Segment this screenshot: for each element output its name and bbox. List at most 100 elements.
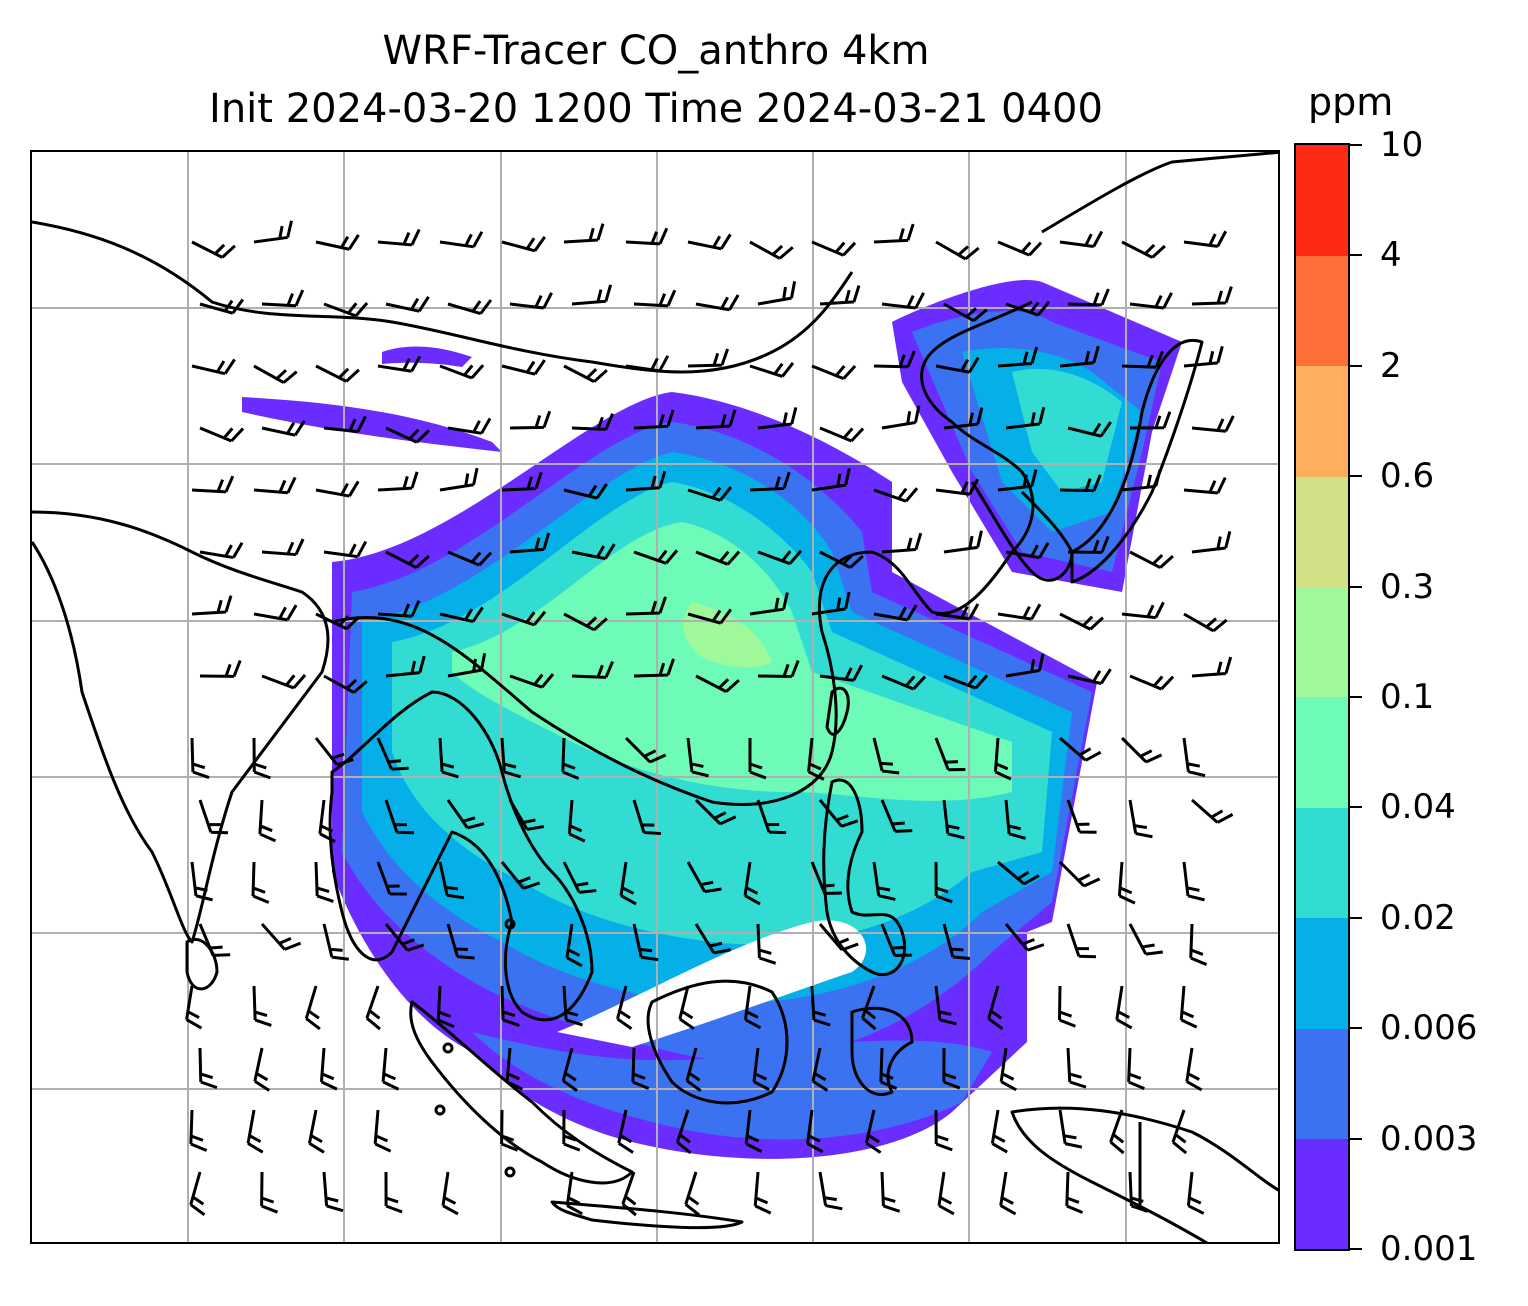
wind-barb bbox=[744, 1109, 763, 1153]
wind-barb bbox=[687, 608, 733, 625]
wind-barb bbox=[1185, 1047, 1203, 1092]
colorbar-tick bbox=[1350, 1027, 1362, 1030]
wind-barb bbox=[743, 861, 761, 906]
wind-barb bbox=[811, 468, 851, 492]
wind-barb bbox=[323, 540, 368, 559]
wind-barb bbox=[687, 348, 730, 368]
colorbar-segment bbox=[1296, 697, 1348, 808]
wind-barb bbox=[385, 550, 430, 569]
wind-barb bbox=[191, 595, 233, 616]
field-gap bbox=[557, 920, 867, 1047]
wind-barb bbox=[942, 799, 965, 840]
coastline-taiwan bbox=[825, 686, 850, 736]
wind-barb bbox=[675, 1109, 692, 1155]
wind-barb bbox=[694, 923, 731, 955]
wind-barb bbox=[505, 1047, 524, 1091]
wind-barb bbox=[625, 227, 669, 246]
coastline-russia bbox=[1041, 152, 1278, 234]
wind-barb bbox=[318, 799, 336, 843]
wind-barb bbox=[314, 861, 334, 903]
wind-barb bbox=[810, 985, 831, 1027]
wind-barb bbox=[810, 861, 842, 896]
wind-barb bbox=[1191, 286, 1233, 306]
wind-barb bbox=[1129, 292, 1173, 310]
wind-barb bbox=[997, 346, 1039, 368]
wind-barb bbox=[571, 284, 613, 306]
wind-barb bbox=[304, 985, 321, 1031]
wind-barb bbox=[943, 530, 983, 554]
wind-barb bbox=[198, 923, 231, 957]
wind-barb bbox=[571, 660, 614, 679]
wind-barb bbox=[1120, 736, 1163, 764]
wind-barb bbox=[752, 1047, 770, 1091]
wind-barb bbox=[563, 223, 605, 244]
wind-barb bbox=[562, 985, 583, 1027]
wind-barb bbox=[1004, 923, 1045, 952]
wind-barb bbox=[881, 674, 927, 691]
wind-barb bbox=[314, 737, 354, 767]
wind-barb bbox=[694, 798, 737, 826]
wind-barb bbox=[1066, 923, 1097, 959]
wind-barb bbox=[864, 1109, 882, 1154]
wind-barb bbox=[633, 549, 679, 565]
colorbar-tick bbox=[1350, 696, 1362, 698]
wind-barb bbox=[997, 240, 1043, 257]
wind-barb bbox=[757, 407, 798, 430]
wind-barb bbox=[1059, 230, 1104, 249]
coastline-china bbox=[331, 300, 1035, 807]
colorbar-segment bbox=[1296, 255, 1348, 367]
wind-barb bbox=[695, 294, 740, 312]
wind-barb bbox=[749, 592, 789, 616]
wind-barb bbox=[501, 359, 546, 376]
wind-barb bbox=[872, 737, 900, 775]
wind-barb bbox=[686, 861, 722, 894]
wind-barb bbox=[811, 364, 857, 381]
wind-barb bbox=[625, 596, 667, 616]
wind-barb bbox=[373, 1109, 392, 1153]
wind-barb bbox=[191, 475, 235, 494]
wind-barb bbox=[1179, 985, 1198, 1029]
wind-barb bbox=[1115, 985, 1133, 1030]
wind-barb bbox=[695, 409, 737, 430]
wind-barb bbox=[687, 485, 733, 502]
colorbar-segment bbox=[1296, 365, 1348, 477]
wind-barb bbox=[1109, 1109, 1125, 1155]
wind-barb bbox=[943, 674, 989, 690]
wind-barb bbox=[377, 355, 422, 373]
wind-barb bbox=[384, 1171, 403, 1214]
wind-barb bbox=[632, 923, 659, 962]
wind-barb bbox=[757, 549, 803, 566]
wind-barb bbox=[881, 292, 925, 310]
wind-barb bbox=[684, 1171, 701, 1217]
wind-barb bbox=[997, 860, 1040, 886]
wind-barb bbox=[500, 861, 541, 890]
coastline-japan bbox=[1070, 338, 1204, 584]
wind-barb bbox=[807, 737, 825, 781]
wind-barb bbox=[567, 799, 586, 843]
wind-barb bbox=[500, 1109, 519, 1152]
wind-barb bbox=[811, 591, 851, 616]
wind-barb bbox=[625, 470, 667, 492]
wind-barb bbox=[447, 417, 492, 435]
wind-barb bbox=[323, 415, 367, 434]
wind-barb bbox=[1121, 469, 1162, 492]
map-panel[interactable] bbox=[30, 150, 1280, 1244]
wind-barb bbox=[438, 861, 465, 900]
wind-barb bbox=[872, 861, 896, 901]
wind-barb bbox=[377, 600, 421, 618]
wind-barb bbox=[818, 799, 859, 828]
wind-barb bbox=[439, 467, 479, 492]
wind-barb bbox=[1186, 1171, 1205, 1215]
wind-barb bbox=[315, 480, 360, 498]
wind-barb bbox=[1059, 345, 1100, 368]
wind-barb bbox=[385, 296, 430, 313]
wind-barb bbox=[880, 923, 912, 958]
wind-barb bbox=[1059, 736, 1102, 762]
wind-barb bbox=[323, 674, 368, 694]
map-title-line1: WRF-Tracer CO_anthro 4km bbox=[382, 28, 930, 74]
coastline-newguinea bbox=[1010, 1106, 1278, 1242]
wind-barb bbox=[246, 1109, 264, 1154]
wind-barb bbox=[743, 985, 762, 1030]
wind-barb bbox=[749, 362, 795, 378]
wind-barb bbox=[1067, 421, 1112, 438]
